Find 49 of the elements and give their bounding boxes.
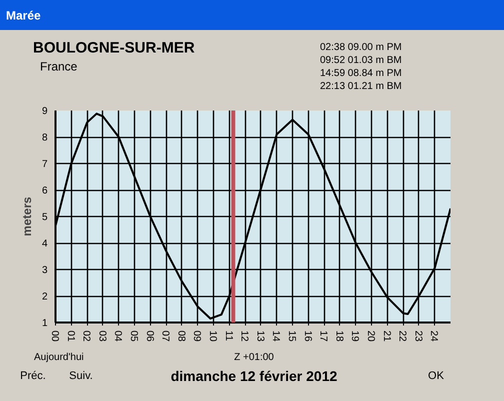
chart-subtitle: France [40, 58, 78, 76]
text: Marée [6, 7, 41, 24]
y-tick-label: 7 [42, 159, 48, 170]
text: OK [428, 369, 444, 384]
x-tick-label: 24 [428, 330, 440, 342]
y-tick-label: 3 [42, 265, 48, 276]
x-tick-label: 00 [49, 330, 60, 342]
y-tick-label: 5 [42, 212, 48, 223]
y-tick-label: 9 [42, 106, 48, 117]
x-tick-label: 04 [112, 330, 124, 342]
x-tick-label: 23 [412, 330, 424, 342]
x-tick-label: 10 [207, 330, 218, 342]
text: Suiv. [69, 369, 93, 384]
text: 09:52 01.03 m BM [320, 54, 402, 68]
x-tick-label: 02 [80, 330, 92, 342]
x-tick-label: 17 [318, 330, 329, 342]
text: 14:59 08.84 m PM [320, 66, 402, 81]
x-tick-label: 13 [254, 330, 266, 342]
chart-title: BOULOGNE-SUR-MER [33, 38, 195, 58]
text: Aujourd'hui [34, 350, 84, 365]
x-tick-label: 16 [302, 330, 313, 342]
x-axis-title: dimanche 12 février 2012 [170, 367, 338, 386]
x-tick-label: 14 [270, 330, 282, 342]
x-tick-label: 12 [238, 330, 250, 342]
text: Préc. [20, 369, 46, 384]
text: 02:38 09.00 m PM [320, 40, 402, 55]
y-tick-label: 8 [42, 132, 48, 144]
text: 22:13 01.21 m BM [320, 80, 402, 94]
x-tick-label: 11 [222, 330, 234, 342]
y-axis-title: meters [20, 196, 34, 236]
x-tick-label: 22 [396, 330, 408, 342]
y-tick-label: 4 [42, 238, 48, 250]
x-tick-label: 21 [380, 330, 392, 342]
text: Z +01:00 [234, 350, 274, 365]
x-tick-label: 18 [333, 330, 344, 342]
x-tick-label: 07 [160, 330, 171, 342]
x-tick-label: 05 [128, 330, 139, 342]
x-tick-label: 03 [96, 330, 108, 342]
y-tick-label: 1 [42, 318, 48, 329]
x-tick-label: 08 [175, 330, 186, 342]
x-tick-label: 15 [286, 330, 297, 342]
x-tick-label: 09 [191, 330, 202, 342]
line-series [56, 112, 450, 320]
x-tick-label: 06 [144, 330, 155, 342]
y-tick-label: 2 [42, 292, 48, 302]
x-tick-label: 20 [365, 330, 376, 342]
x-tick-label: 19 [349, 330, 360, 342]
y-tick-label: 6 [42, 186, 48, 196]
x-tick-label: 01 [64, 330, 76, 342]
